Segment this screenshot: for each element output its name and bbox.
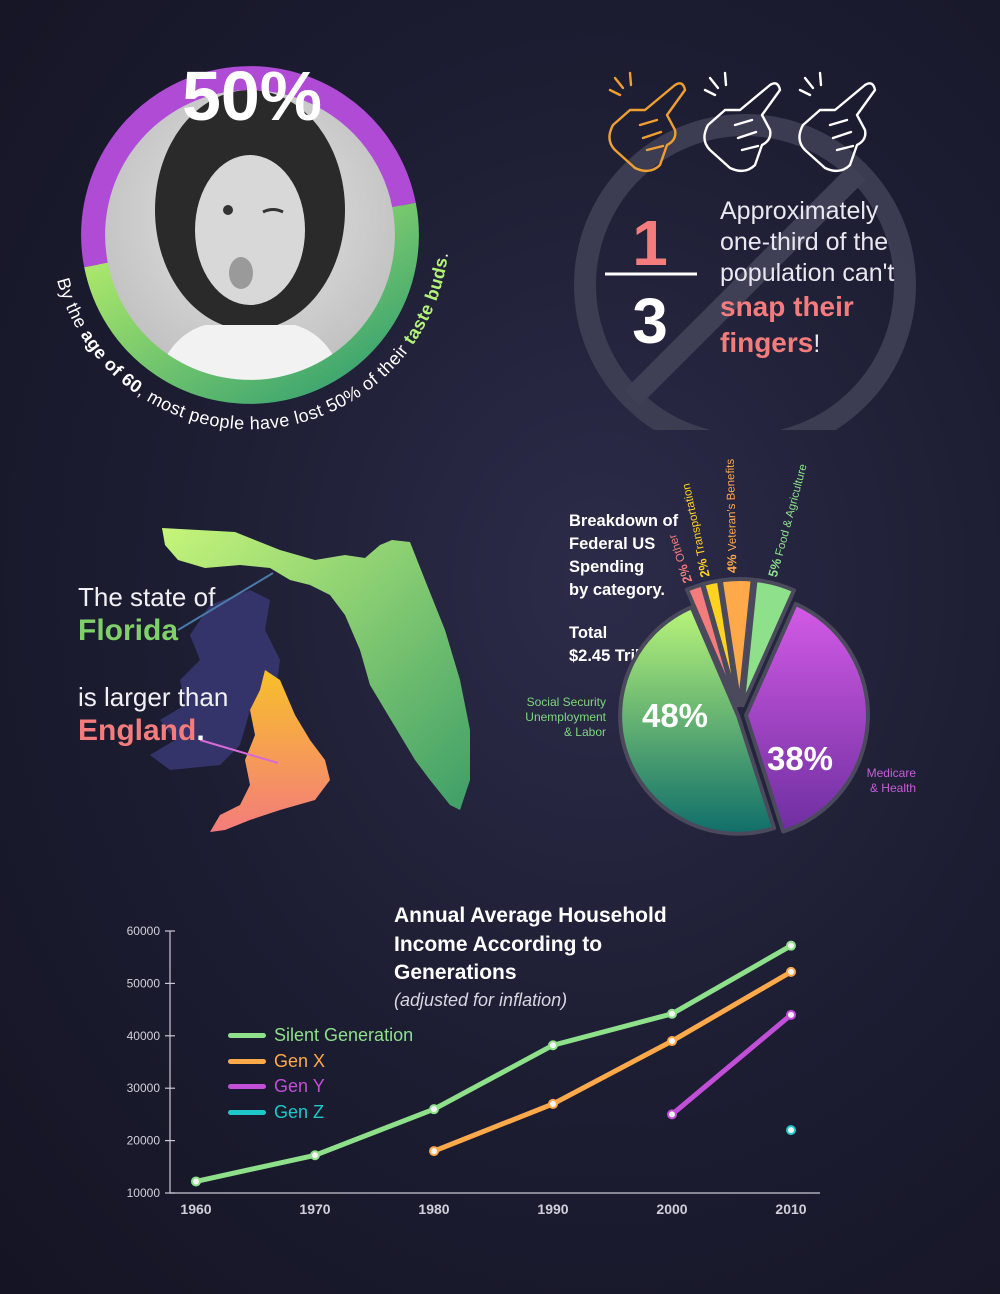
pie-percent-label: 38% bbox=[767, 740, 833, 777]
pie-medicare-line: Medicare bbox=[866, 766, 916, 780]
pie-category-label: Transportation bbox=[681, 482, 708, 557]
prohibition-circle bbox=[574, 114, 916, 430]
fraction-numerator: 1 bbox=[632, 207, 668, 279]
pie-slice-food-agriculture bbox=[740, 578, 796, 708]
pie-slice-social-security-unemployment-labor bbox=[618, 605, 777, 836]
x-tick-label: 2000 bbox=[656, 1201, 687, 1217]
data-point bbox=[786, 1125, 796, 1136]
pie-percent-label: 2% bbox=[675, 562, 696, 585]
data-point bbox=[548, 1040, 558, 1051]
florida-caption-line2: is larger than bbox=[78, 682, 229, 712]
data-point bbox=[429, 1104, 439, 1115]
income-chart-title: Annual Average Household Income Accordin… bbox=[394, 904, 667, 984]
pie-percent-label: 4% bbox=[724, 554, 739, 574]
pie-slice-medicare-health bbox=[743, 601, 870, 834]
pie-label-medicare: Medicare & Health bbox=[858, 766, 916, 796]
florida-name: Florida bbox=[78, 614, 179, 647]
florida-map bbox=[162, 528, 470, 810]
data-point bbox=[667, 1109, 677, 1120]
prohibition-slash bbox=[624, 164, 866, 406]
x-tick-label: 1960 bbox=[180, 1201, 211, 1217]
data-point bbox=[429, 1146, 439, 1157]
spending-pie-chart: 38%48%2%Other2%Transportation4%Veteran's… bbox=[618, 458, 870, 836]
series-line-gen-x bbox=[431, 969, 794, 1154]
pie-category-label: Food & Agriculture bbox=[774, 463, 810, 557]
legend-label: Gen Z bbox=[274, 1101, 325, 1122]
legend-swatch bbox=[228, 1084, 266, 1089]
pie-title-line: Breakdown of bbox=[569, 512, 679, 530]
y-tick-label: 60000 bbox=[127, 924, 161, 938]
y-tick-label: 40000 bbox=[127, 1029, 161, 1043]
pie-social-line: & Labor bbox=[563, 725, 606, 739]
income-line-chart: 10000 20000 30000 40000 50000 60000 1960 1970 19… bbox=[127, 924, 820, 1217]
legend-item: Silent Generation bbox=[228, 1025, 413, 1046]
england-pointer bbox=[199, 739, 279, 764]
pie-title-line: Spending bbox=[569, 558, 645, 576]
x-tick-label: 1980 bbox=[418, 1201, 449, 1217]
income-chart-subtitle: (adjusted for inflation) bbox=[394, 990, 568, 1010]
england-map bbox=[210, 670, 330, 832]
pie-slice-veteran-s-benefits bbox=[718, 577, 755, 708]
y-tick-label: 20000 bbox=[127, 1134, 161, 1148]
pie-percent-label: 5% bbox=[765, 556, 784, 578]
x-tick-label: 1970 bbox=[299, 1201, 330, 1217]
taste-buds-graphic: 50% By the age of 60, most people have l… bbox=[53, 57, 452, 433]
snapping-hand-icon bbox=[798, 71, 877, 173]
pie-percent-label: 2% bbox=[694, 557, 713, 579]
pie-category-label: Other bbox=[667, 532, 688, 563]
england-name: England. bbox=[78, 714, 205, 747]
taste-percent: 50% bbox=[182, 57, 322, 135]
data-point bbox=[667, 1008, 677, 1019]
legend-swatch bbox=[228, 1109, 266, 1115]
pie-title: Breakdown of Federal US Spending by categor… bbox=[569, 510, 678, 602]
legend-label: Gen Y bbox=[274, 1076, 325, 1096]
series-line-silent-generation bbox=[193, 943, 794, 1184]
data-point bbox=[667, 1036, 677, 1047]
florida-pointer bbox=[177, 572, 274, 631]
series-line-gen-y bbox=[669, 1012, 794, 1117]
y-tick-label: 50000 bbox=[127, 976, 161, 990]
ring-green-arc bbox=[84, 202, 419, 404]
pie-label-social: Social Security Unemployment & Labor bbox=[490, 695, 606, 740]
legend-item: Gen Z bbox=[228, 1102, 324, 1123]
britain-map bbox=[150, 590, 280, 770]
data-point bbox=[548, 1098, 558, 1109]
snap-description: Approximately one-third of the populatio… bbox=[720, 197, 895, 358]
pie-title-line: by category. bbox=[569, 581, 665, 599]
data-point bbox=[786, 1009, 796, 1020]
legend-item: Gen X bbox=[228, 1051, 325, 1072]
snapping-hand-icon bbox=[703, 71, 782, 173]
legend-label: Silent Generation bbox=[274, 1025, 414, 1045]
pie-medicare-line: & Health bbox=[869, 781, 916, 795]
fraction-denominator: 3 bbox=[632, 285, 668, 357]
x-tick-label: 1990 bbox=[537, 1201, 568, 1217]
pie-social-line: Unemployment bbox=[525, 710, 606, 724]
data-point bbox=[786, 966, 796, 977]
pie-category-label: Veteran's Benefits bbox=[725, 458, 739, 551]
data-point bbox=[191, 1176, 201, 1187]
maps-graphic bbox=[150, 528, 470, 832]
y-tick-label: 30000 bbox=[127, 1081, 161, 1095]
portrait-figure bbox=[150, 90, 350, 387]
legend-swatch bbox=[228, 1058, 266, 1064]
snapping-hand-icon bbox=[608, 71, 687, 173]
data-point bbox=[786, 940, 796, 951]
ring-purple-arc bbox=[81, 66, 416, 268]
data-point bbox=[310, 1150, 320, 1161]
florida-caption-line1: The state of bbox=[78, 582, 216, 612]
pie-percent-label: 48% bbox=[642, 697, 708, 734]
pie-social-line: Social Security bbox=[526, 695, 606, 709]
legend-swatch bbox=[228, 1033, 266, 1038]
y-tick-label: 10000 bbox=[127, 1186, 161, 1200]
snap-fingers-graphic: 1 3 bbox=[574, 71, 916, 430]
pie-total-line: Total bbox=[569, 624, 608, 642]
pie-title-line: Federal US bbox=[569, 535, 656, 553]
legend-item: Gen Y bbox=[228, 1076, 325, 1097]
x-tick-label: 2010 bbox=[775, 1201, 806, 1217]
legend-label: Gen X bbox=[274, 1050, 326, 1071]
